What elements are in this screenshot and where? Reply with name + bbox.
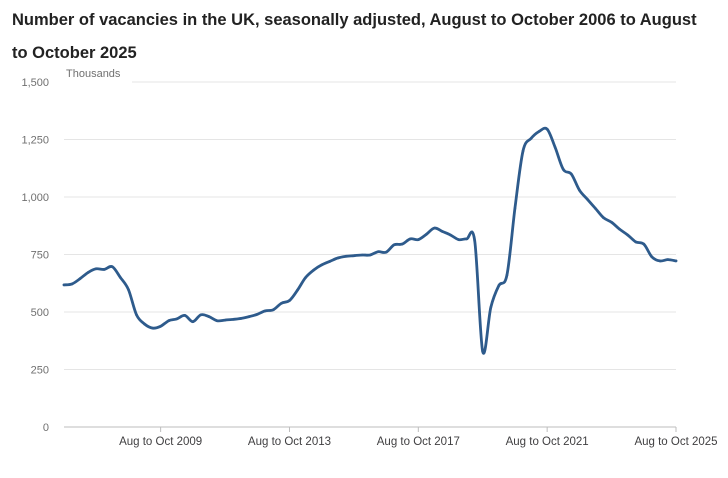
data-point	[296, 288, 299, 292]
y-tick-label: 250	[31, 365, 49, 377]
data-point	[537, 130, 541, 133]
data-point	[159, 325, 162, 328]
data-point	[255, 313, 259, 316]
data-point	[336, 256, 340, 260]
data-point	[666, 258, 670, 261]
data-point	[62, 283, 66, 287]
data-point	[231, 318, 235, 321]
data-point	[143, 322, 146, 326]
data-point	[328, 260, 332, 263]
data-point	[570, 172, 573, 176]
y-tick-label: 1,000	[21, 192, 49, 204]
data-point	[634, 240, 637, 244]
data-point	[183, 314, 187, 317]
data-point	[449, 233, 452, 237]
data-point	[481, 350, 485, 353]
data-point	[247, 315, 251, 318]
data-point	[513, 207, 517, 210]
data-point	[578, 188, 581, 192]
data-point	[304, 276, 307, 279]
data-point	[272, 308, 275, 312]
y-tick-label: 1,250	[21, 135, 49, 147]
data-point	[384, 250, 388, 254]
data-point	[529, 137, 533, 140]
data-point	[392, 243, 396, 247]
data-point	[400, 242, 404, 246]
data-point	[127, 288, 130, 291]
x-tick-label: Aug to Oct 2025	[634, 436, 717, 448]
data-point	[191, 320, 195, 324]
data-point	[239, 317, 243, 320]
data-point	[320, 263, 324, 267]
y-tick-label: 500	[31, 307, 49, 319]
data-point	[111, 265, 114, 269]
data-point	[151, 326, 154, 330]
y-tick-label: 750	[31, 250, 49, 262]
data-point	[376, 250, 380, 253]
data-point	[674, 259, 678, 263]
x-tick-label: Aug to Oct 2013	[248, 436, 331, 448]
x-tick-label: Aug to Oct 2021	[506, 436, 589, 448]
data-point	[658, 259, 662, 263]
data-point	[441, 230, 444, 233]
data-point	[457, 238, 460, 241]
data-point	[94, 267, 98, 271]
data-point	[360, 253, 364, 257]
data-point	[312, 268, 315, 272]
data-point	[586, 198, 589, 201]
data-point	[215, 319, 219, 323]
data-point	[489, 306, 493, 309]
data-point	[473, 239, 477, 242]
data-point	[78, 277, 82, 280]
data-point	[417, 238, 420, 241]
data-point	[86, 271, 90, 274]
data-point	[352, 254, 356, 257]
data-point	[175, 317, 178, 321]
data-point	[368, 253, 372, 257]
data-point	[650, 255, 654, 259]
data-point	[465, 237, 468, 241]
data-point	[594, 207, 597, 210]
y-tick-label: 1,500	[21, 77, 49, 89]
x-tick-label: Aug to Oct 2009	[119, 436, 202, 448]
x-tick-label: Aug to Oct 2017	[377, 436, 460, 448]
data-point	[433, 226, 436, 230]
data-point	[618, 227, 621, 231]
data-point	[425, 233, 428, 236]
data-point	[135, 313, 138, 317]
data-point	[119, 276, 122, 279]
gridlines	[64, 81, 676, 428]
data-point	[545, 127, 549, 131]
y-axis-unit-label: Thousands	[66, 68, 121, 80]
data-point	[167, 319, 170, 323]
y-axis-ticks: 0 250 500 750 1,000 1,250 1,500	[21, 77, 49, 434]
data-point	[626, 233, 629, 237]
vacancies-series-line	[62, 126, 678, 355]
data-point	[562, 168, 565, 171]
data-point	[264, 309, 267, 313]
data-point	[344, 254, 348, 258]
data-point	[521, 149, 525, 153]
data-point	[207, 315, 211, 318]
data-point	[223, 318, 227, 322]
data-point	[70, 282, 74, 286]
data-point	[602, 216, 605, 219]
data-point	[199, 313, 203, 317]
data-point	[288, 299, 291, 302]
data-point	[610, 221, 613, 224]
data-point	[505, 273, 509, 277]
series-layer	[62, 126, 678, 355]
y-tick-label: 0	[43, 422, 49, 434]
data-point	[409, 237, 412, 241]
data-point	[497, 284, 501, 287]
data-point	[553, 146, 557, 149]
data-point	[280, 302, 283, 305]
chart-title: Number of vacancies in the UK, seasonall…	[12, 11, 697, 62]
data-point	[642, 242, 646, 246]
x-axis-ticks: Aug to Oct 2009 Aug to Oct 2013 Aug to Oct…	[119, 427, 718, 448]
data-point	[103, 268, 106, 271]
